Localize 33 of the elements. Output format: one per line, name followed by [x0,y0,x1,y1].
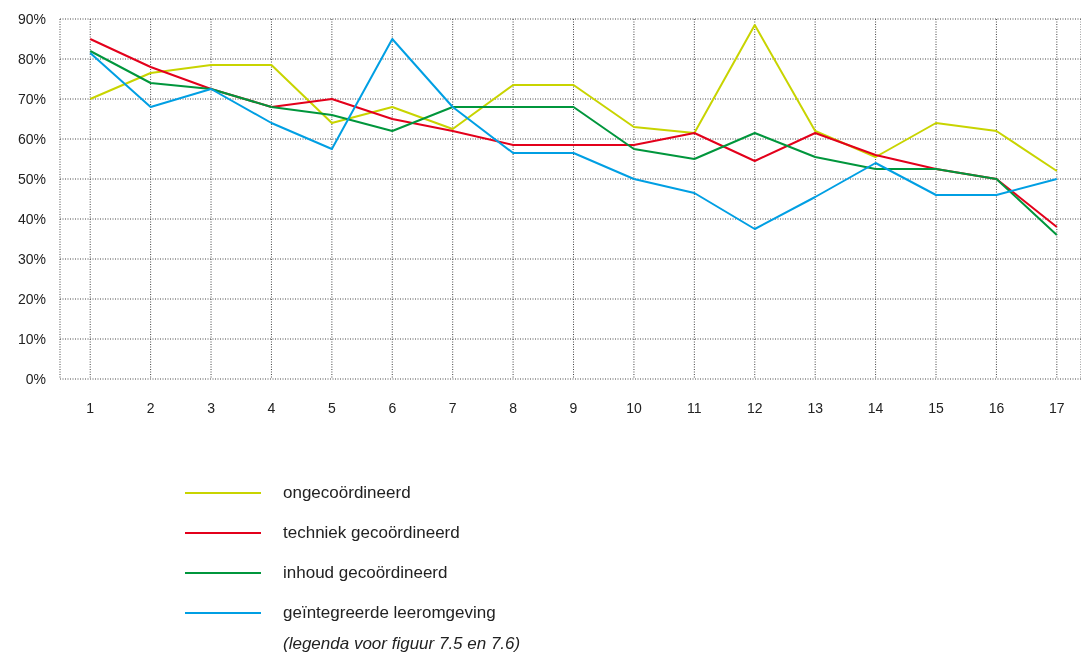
x-tick-label: 15 [928,399,944,416]
legend-label: techniek gecoördineerd [283,523,460,543]
line-series [89,24,1058,172]
x-tick-label: 17 [1049,399,1065,416]
x-tick-label: 9 [569,399,578,416]
y-tick-label: 30% [17,250,46,267]
y-tick-label: 70% [17,90,46,107]
y-tick-label: 40% [17,210,46,227]
legend-label: ongecoördineerd [283,483,411,503]
x-tick-label: 8 [509,399,518,416]
x-tick-label: 7 [448,399,457,416]
x-tick-label: 6 [388,399,397,416]
y-tick-label: 90% [17,10,46,27]
x-tick-label: 14 [867,399,884,416]
y-tick-label: 0% [25,370,46,387]
text: (legenda voor figuur 7.5 en 7.6) [283,634,521,654]
y-tick-label: 60% [17,130,46,147]
x-tick-label: 13 [807,399,824,416]
y-tick-label: 20% [17,290,46,307]
y-tick-label: 50% [17,170,46,187]
x-tick-label: 2 [146,399,155,416]
legend-label: inhoud gecoördineerd [283,563,448,583]
y-tick-label: 80% [17,50,46,67]
y-tick-label: 10% [17,330,46,347]
x-tick-label: 3 [207,399,216,416]
x-tick-label: 1 [86,399,95,416]
x-tick-label: 11 [687,399,702,416]
x-tick-label: 4 [267,399,276,416]
legend-label: geïntegreerde leeromgeving [283,603,496,623]
x-tick-label: 5 [327,399,336,416]
x-tick-label: 16 [988,399,1005,416]
x-tick-label: 10 [626,399,642,416]
x-tick-label: 12 [746,399,763,416]
